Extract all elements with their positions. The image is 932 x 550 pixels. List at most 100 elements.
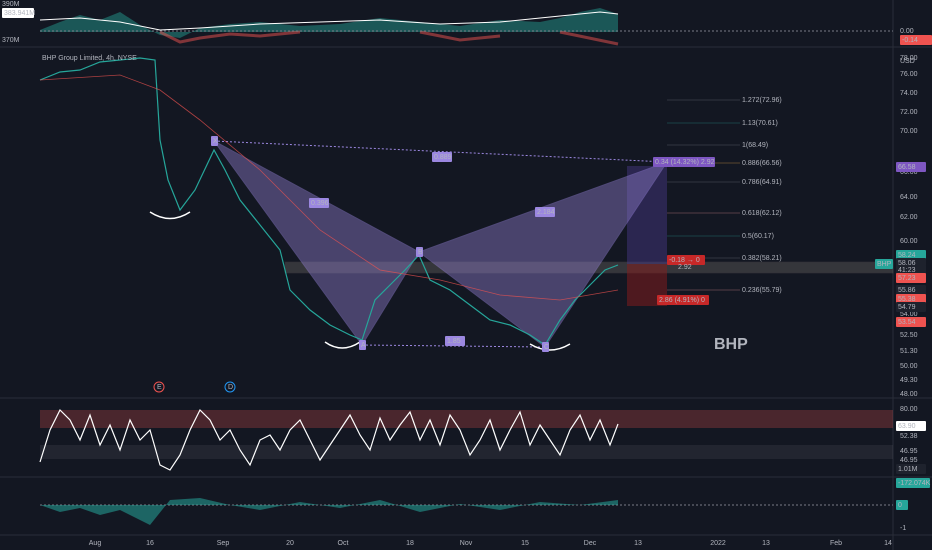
event-marker: D (228, 384, 233, 391)
price-tag-bg (896, 317, 926, 327)
pattern-point: X (213, 138, 218, 145)
open-label-bg (667, 255, 705, 265)
price-tag: 55.38 (898, 296, 916, 303)
fib-label: 1.272(72.96) (742, 97, 782, 104)
price-label: 51.30 (900, 348, 918, 355)
price-tag-bg (896, 294, 926, 304)
price-tag: 53.54 (898, 319, 916, 326)
fib-label: 0.618(62.12) (742, 210, 782, 217)
price-label: 76.00 (900, 71, 918, 78)
price-label: 48.00 (900, 391, 918, 398)
rsi-label: 80.00 (900, 406, 918, 413)
moving-average (39, 74, 619, 301)
stop-label-bg (657, 295, 709, 305)
pattern-ratio: 2.184 (537, 209, 555, 216)
osc-tag: 0 (898, 502, 902, 509)
currency: USD (900, 58, 915, 65)
symbol-label: BHP (714, 336, 748, 353)
rsi-label: 52.38 (900, 433, 918, 440)
time-label: Nov (460, 540, 473, 547)
price-tag: 54.79 (898, 304, 916, 311)
axis-tag: -0.14 (902, 37, 918, 44)
pattern-ratio: 1.85 (447, 338, 461, 345)
axis-tag-bg (900, 35, 932, 45)
axis-tag-bg (2, 8, 34, 18)
time-label: 13 (762, 540, 770, 547)
price-tag-bg (896, 265, 926, 275)
rsi-tag-bg (896, 464, 926, 474)
price-tag-bg (896, 162, 926, 172)
pattern-xab (213, 140, 420, 346)
fib-label: 0.236(55.79) (742, 287, 782, 294)
time-label: 18 (406, 540, 414, 547)
time-label: 14 (884, 540, 892, 547)
rsi-tag-bg (896, 478, 930, 488)
pattern-ratio-bg (432, 152, 452, 162)
time-label: Sep (217, 540, 230, 547)
pattern-ratio-bg (309, 198, 329, 208)
pattern-ratio: 0.889 (434, 154, 452, 161)
price-path (39, 57, 619, 346)
pattern-ratio: 0.396 (311, 200, 329, 207)
pattern-ac (361, 344, 546, 348)
pattern-point-bg (359, 340, 366, 350)
price-tag: 55.86 (898, 287, 916, 294)
price-label: 70.00 (900, 128, 918, 135)
overbought-band (40, 410, 893, 428)
price-label: 66.00 (900, 169, 918, 176)
target-zone (627, 166, 667, 264)
axis-label: 0.00 (900, 28, 914, 35)
price-label: 60.00 (900, 238, 918, 245)
price-tag-bg (896, 285, 926, 295)
fib-label: 0.382(58.21) (742, 255, 782, 262)
pattern-xd (213, 140, 668, 163)
pattern-point: B (418, 249, 423, 256)
price-tag: 58.24 (898, 252, 916, 259)
swing-mark (529, 343, 571, 351)
swing-mark (324, 341, 361, 349)
fib-label: 0.886(66.56) (742, 160, 782, 167)
pattern-point-bg (211, 136, 218, 146)
pattern-point: C (544, 344, 549, 351)
fib-label: 1(68.49) (742, 142, 768, 149)
rsi-line (39, 408, 619, 471)
fib-label: 0.5(60.17) (742, 233, 774, 240)
pattern-ratio-bg (445, 336, 465, 346)
rsi-tag: 63.90 (898, 423, 916, 430)
pattern-point-bg (416, 247, 423, 257)
chart-title: BHP Group Limited, 4h, NYSE (42, 55, 137, 62)
osc-tag-bg (896, 500, 908, 510)
rsi-tag-bg (896, 421, 926, 431)
time-label: 15 (521, 540, 529, 547)
price-tag-bg (896, 273, 926, 283)
price-label: 72.00 (900, 109, 918, 116)
open-sub: 2.92 (678, 264, 692, 271)
price-label: 49.30 (900, 377, 918, 384)
rsi-tag: 1.01M (898, 466, 918, 473)
price-tag-bg (896, 250, 926, 260)
time-label: Feb (830, 540, 842, 547)
price-label: 64.00 (900, 194, 918, 201)
time-label: 16 (146, 540, 154, 547)
event-marker-bg (224, 381, 236, 393)
axis-label: 390M (2, 1, 20, 8)
pattern-point-bg (542, 342, 549, 352)
osc-label: -1 (900, 525, 906, 532)
time-label: 13 (634, 540, 642, 547)
axis-label: 370M (2, 37, 20, 44)
stop-label: 2.86 (4.91%) 0 (659, 297, 705, 304)
histogram (40, 498, 618, 525)
price-label: 62.00 (900, 214, 918, 221)
time-label: Aug (89, 540, 102, 547)
price-tag: 41:23 (898, 267, 916, 274)
pattern-point: A (361, 342, 366, 349)
time-label: Oct (338, 540, 349, 547)
symbol-badge-bg (875, 259, 893, 269)
fib-label: 0.786(64.91) (742, 179, 782, 186)
rsi-label: 46.95 (900, 448, 918, 455)
time-label: 2022 (710, 540, 726, 547)
open-label: -0.18 → 0 (669, 257, 700, 264)
